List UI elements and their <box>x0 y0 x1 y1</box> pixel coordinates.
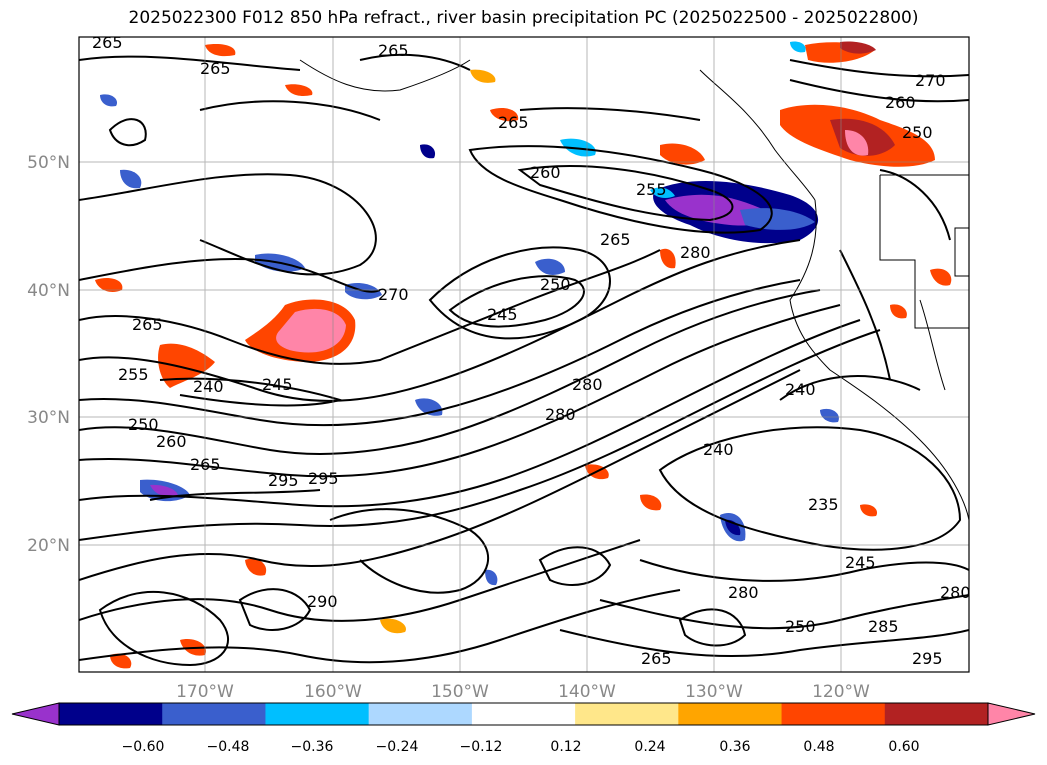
lon-label-170w: 170°W <box>176 682 234 702</box>
contour-label: 245 <box>487 305 518 324</box>
plot-area: 265 265 265 270 260 265 260 255 250 265 … <box>78 33 971 673</box>
contour-label: 270 <box>915 71 946 90</box>
lat-label-50n: 50°N <box>27 153 70 173</box>
lat-label-30n: 30°N <box>27 408 70 428</box>
lon-label-140w: 140°W <box>558 682 616 702</box>
contour-label: 280 <box>940 583 971 602</box>
contour-label: 280 <box>728 583 759 602</box>
plot-frame <box>78 36 970 673</box>
refractivity-contours <box>79 53 969 667</box>
graticule <box>79 37 969 672</box>
colorbar-tick-label: 0.36 <box>719 739 750 755</box>
contour-label: 255 <box>118 365 149 384</box>
contour-label: 270 <box>378 285 409 304</box>
colorbar-tick-label: −0.36 <box>291 739 334 755</box>
lon-label-120w: 120°W <box>812 682 870 702</box>
colorbar-tick-label: 0.60 <box>888 739 919 755</box>
contour-labels: 265 265 265 270 260 265 260 255 250 265 … <box>92 33 971 668</box>
contour-label: 250 <box>902 123 933 142</box>
colorbar-tick-labels: −0.60 −0.48 −0.36 −0.24 −0.12 0.12 0.24 … <box>122 739 920 755</box>
contour-label: 285 <box>868 617 899 636</box>
contour-label: 240 <box>785 380 816 399</box>
contour-label: 255 <box>636 180 667 199</box>
lon-label-150w: 150°W <box>431 682 489 702</box>
contour-label: 295 <box>308 469 339 488</box>
lon-label-130w: 130°W <box>685 682 743 702</box>
colorbar-tick-label: −0.12 <box>460 739 503 755</box>
contour-label: 265 <box>190 455 221 474</box>
colorbar-swatch <box>678 703 783 725</box>
colorbar-tick-label: −0.60 <box>122 739 165 755</box>
colorbar-max-extend <box>987 702 1036 726</box>
contour-label: 245 <box>262 375 293 394</box>
lat-label-40n: 40°N <box>27 281 70 301</box>
colorbar-tick-label: 0.12 <box>550 739 581 755</box>
colorbar-tick-label: −0.24 <box>376 739 419 755</box>
colorbar-tick-label: 0.48 <box>803 739 834 755</box>
contour-label: 265 <box>378 41 409 60</box>
coastlines <box>299 59 969 521</box>
contour-label: 240 <box>703 440 734 459</box>
colorbar-swatch <box>265 703 370 725</box>
contour-label: 290 <box>307 592 338 611</box>
precip-anomaly-shading <box>95 41 952 669</box>
contour-label: 265 <box>200 59 231 78</box>
colorbar-swatch <box>59 703 163 725</box>
contour-label: 295 <box>268 471 299 490</box>
map-title: 2025022300 F012 850 hPa refract., river … <box>128 8 919 28</box>
colorbar-swatch <box>368 703 473 725</box>
contour-label: 280 <box>545 405 576 424</box>
contour-label: 280 <box>680 243 711 262</box>
lat-label-20n: 20°N <box>27 536 70 556</box>
contour-label: 295 <box>912 649 943 668</box>
contour-label: 280 <box>572 375 603 394</box>
contour-label: 260 <box>530 163 561 182</box>
contour-label: 250 <box>128 415 159 434</box>
contour-label: 265 <box>641 649 672 668</box>
colorbar-swatch <box>781 703 886 725</box>
longitude-labels: 170°W 160°W 150°W 140°W 130°W 120°W <box>176 682 870 702</box>
contour-label: 240 <box>193 377 224 396</box>
colorbar-min-extend <box>11 702 60 726</box>
colorbar-tick-label: −0.48 <box>207 739 250 755</box>
contour-label: 250 <box>785 617 816 636</box>
contour-label: 265 <box>132 315 163 334</box>
colorbar: −0.60 −0.48 −0.36 −0.24 −0.12 0.12 0.24 … <box>11 702 1036 755</box>
colorbar-swatch <box>575 703 679 725</box>
colorbar-frame <box>58 702 989 726</box>
colorbar-swatch <box>162 703 266 725</box>
contour-label: 235 <box>808 495 839 514</box>
contour-label: 260 <box>156 432 187 451</box>
colorbar-tick-label: 0.24 <box>634 739 665 755</box>
contour-label: 245 <box>845 553 876 572</box>
lon-label-160w: 160°W <box>304 682 362 702</box>
colorbar-swatch <box>471 703 576 725</box>
contour-label: 260 <box>885 93 916 112</box>
contour-label: 265 <box>498 113 529 132</box>
contour-label: 265 <box>92 33 123 52</box>
colorbar-swatch <box>884 703 989 725</box>
contour-label: 265 <box>600 230 631 249</box>
latitude-labels: 50°N 40°N 30°N 20°N <box>27 153 70 556</box>
contour-label: 250 <box>540 275 571 294</box>
